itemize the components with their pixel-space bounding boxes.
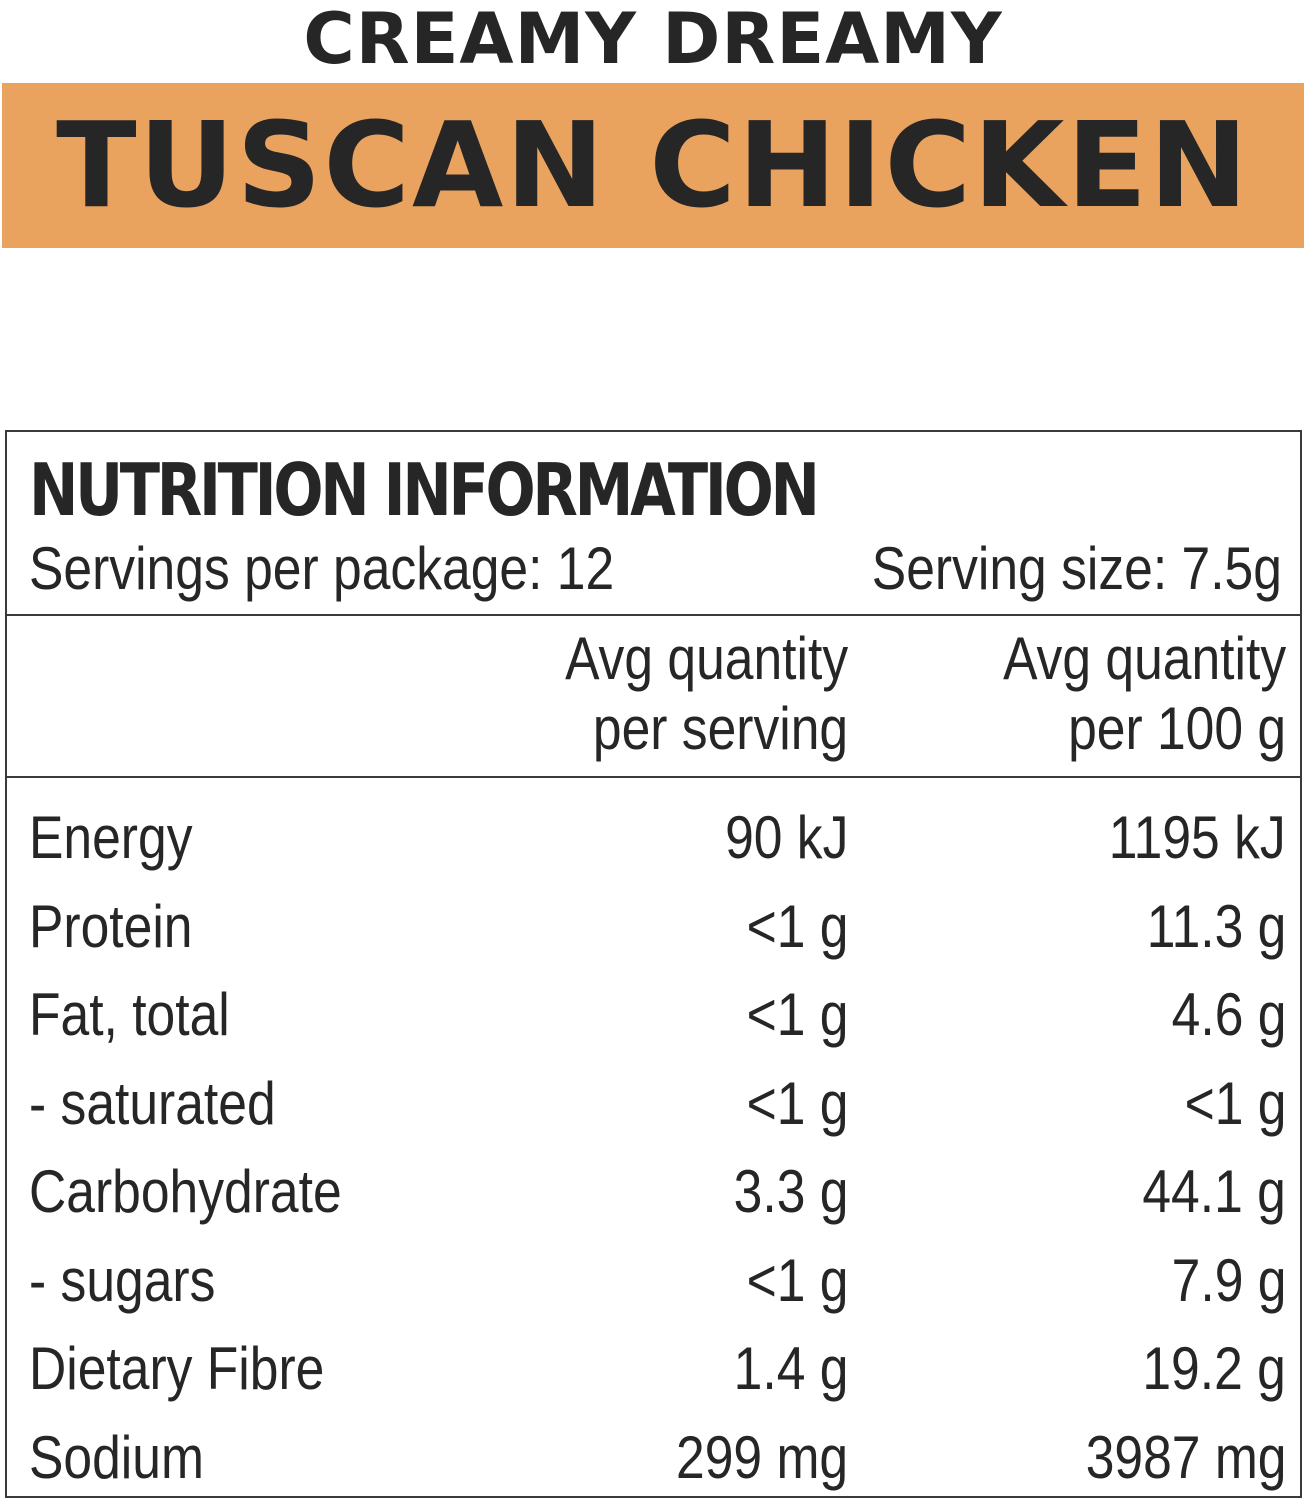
table-row: Protein <1 g 11.3 g — [7, 883, 1300, 972]
nutrient-name: Energy — [29, 794, 192, 882]
nutrition-panel: NUTRITION INFORMATION Servings per packa… — [5, 430, 1302, 1498]
table-row: Carbohydrate 3.3 g 44.1 g — [7, 1148, 1300, 1237]
nutrient-name: Carbohydrate — [29, 1148, 342, 1236]
nutrient-name: - sugars — [29, 1237, 215, 1325]
table-row: Dietary Fibre 1.4 g 19.2 g — [7, 1325, 1300, 1414]
nutrient-name: Fat, total — [29, 971, 230, 1059]
nutrient-name: Dietary Fibre — [29, 1325, 324, 1413]
nutrient-name: - saturated — [29, 1060, 276, 1148]
per-serving-value: <1 g — [746, 883, 848, 971]
nutrient-name: Sodium — [29, 1414, 204, 1502]
table-row: Sodium 299 mg 3987 mg — [7, 1414, 1300, 1502]
column-header-line: Avg quantity — [1003, 624, 1286, 694]
servings-per-package: Servings per package: 12 — [29, 534, 614, 604]
per-serving-value: <1 g — [746, 1060, 848, 1148]
table-row: - saturated <1 g <1 g — [7, 1060, 1300, 1149]
table-row: Energy 90 kJ 1195 kJ — [7, 794, 1300, 883]
per-100g-value: 1195 kJ — [1109, 794, 1286, 882]
product-name: TUSCAN CHICKEN — [2, 83, 1304, 248]
column-header-line: per 100 g — [1003, 694, 1286, 764]
nutrition-table: Energy 90 kJ 1195 kJ Protein <1 g 11.3 g… — [7, 794, 1300, 1502]
per-serving-value: <1 g — [746, 1237, 848, 1325]
divider — [7, 614, 1300, 616]
divider — [7, 776, 1300, 778]
per-100g-value: 4.6 g — [1171, 971, 1286, 1059]
per-100g-value: <1 g — [1184, 1060, 1286, 1148]
product-title-band: TUSCAN CHICKEN — [2, 83, 1304, 248]
per-serving-value: 1.4 g — [733, 1325, 848, 1413]
per-100g-value: 3987 mg — [1085, 1414, 1286, 1502]
serving-info: Servings per package: 12 Serving size: 7… — [29, 534, 1282, 604]
column-header-per-100g: Avg quantity per 100 g — [1003, 624, 1286, 774]
nutrient-name: Protein — [29, 883, 192, 971]
per-serving-value: 3.3 g — [733, 1148, 848, 1236]
per-100g-value: 11.3 g — [1146, 883, 1286, 971]
per-serving-value: <1 g — [746, 971, 848, 1059]
serving-size: Serving size: 7.5g — [872, 534, 1282, 604]
nutrition-title: NUTRITION INFORMATION — [29, 450, 817, 530]
nutrition-header: NUTRITION INFORMATION Servings per packa… — [7, 432, 1300, 614]
per-100g-value: 19.2 g — [1143, 1325, 1286, 1413]
brand-tagline: CREAMY DREAMY — [0, 0, 1306, 83]
per-100g-value: 44.1 g — [1143, 1148, 1286, 1236]
table-row: - sugars <1 g 7.9 g — [7, 1237, 1300, 1326]
per-serving-value: 299 mg — [676, 1414, 848, 1502]
column-header-line: per serving — [565, 694, 848, 764]
per-100g-value: 7.9 g — [1171, 1237, 1286, 1325]
column-header-per-serving: Avg quantity per serving — [565, 624, 848, 774]
table-row: Fat, total <1 g 4.6 g — [7, 971, 1300, 1060]
column-header-line: Avg quantity — [565, 624, 848, 694]
per-serving-value: 90 kJ — [725, 794, 848, 882]
